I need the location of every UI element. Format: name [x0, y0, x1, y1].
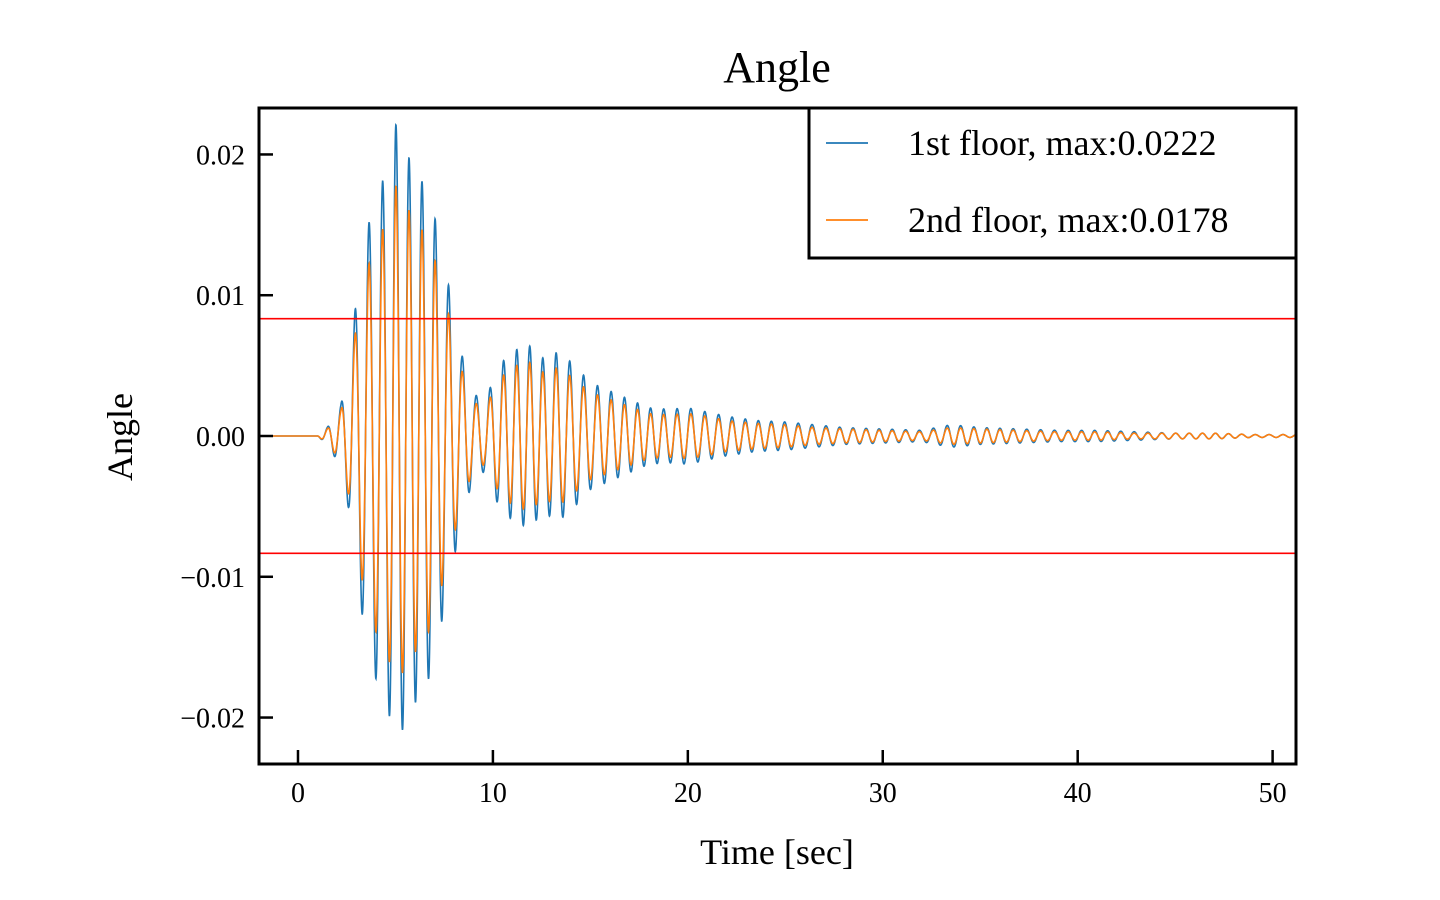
series-line-2 [259, 185, 1296, 674]
legend-label-2: 2nd floor, max:0.0178 [908, 200, 1229, 240]
y-tick-label-4: 0.02 [196, 140, 245, 171]
legend: 1st floor, max:0.0222 2nd floor, max:0.01… [807, 106, 1298, 260]
legend-label-1: 1st floor, max:0.0222 [908, 123, 1217, 163]
x-tick-label-2: 20 [674, 778, 702, 809]
y-tick-label-1: −0.01 [180, 563, 245, 594]
axes: 0 10 20 30 40 50 −0.02 −0.01 0.00 0.01 0.02 [180, 106, 1298, 809]
x-tick-label-3: 30 [869, 778, 897, 809]
y-tick-label-2: 0.00 [196, 422, 245, 453]
x-tick-label-5: 50 [1259, 778, 1287, 809]
x-axis-label: Time [sec] [700, 832, 854, 872]
y-tick-label-3: 0.01 [196, 281, 245, 312]
chart-title: Angle [723, 43, 831, 92]
x-tick-label-0: 0 [291, 778, 305, 809]
x-tick-label-4: 40 [1064, 778, 1092, 809]
plot-area [259, 123, 1296, 730]
y-tick-label-0: −0.02 [180, 704, 245, 735]
legend-box [807, 106, 1298, 260]
y-axis-label: Angle [100, 393, 140, 481]
x-tick-label-1: 10 [479, 778, 507, 809]
